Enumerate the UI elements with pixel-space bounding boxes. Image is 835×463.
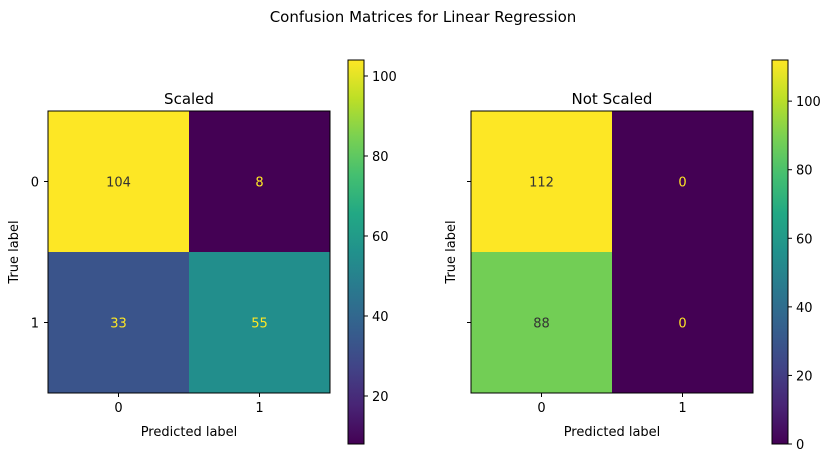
axes-title: Not Scaled <box>572 90 653 108</box>
colorbar-tick-label: 0 <box>796 438 804 453</box>
cell-r0-c1 <box>612 111 754 253</box>
colorbar <box>771 59 789 445</box>
x-axis-label: Predicted label <box>141 425 238 440</box>
x-tick-label: 1 <box>255 401 263 416</box>
colorbar-tick-label: 80 <box>372 150 389 165</box>
cell-r1-c0 <box>48 252 190 394</box>
y-tick-label: 1 <box>31 317 39 332</box>
colorbar-tick-label: 20 <box>796 369 813 384</box>
y-tick-label: 0 <box>31 176 39 191</box>
axes-title: Scaled <box>164 90 214 108</box>
x-axis-label: Predicted label <box>564 425 661 440</box>
cell-r1-c1 <box>612 252 754 394</box>
cell-r0-c0 <box>471 111 613 253</box>
axes-frame <box>47 110 331 394</box>
chart-scaled: 104 8 33 55 Scaled 0 1 Predicted label 0 1 True la… <box>7 59 397 445</box>
cell-r0-c1 <box>189 111 331 253</box>
cell-r1-c0 <box>471 252 613 394</box>
colorbar-tick-label: 20 <box>372 390 389 405</box>
colorbar-tick-label: 80 <box>796 164 813 179</box>
cell-value-r1-c1: 55 <box>251 317 268 332</box>
cell-value-r0-c1: 8 <box>255 176 263 191</box>
colorbar-tick-label: 60 <box>372 230 389 245</box>
colorbar <box>347 59 365 445</box>
x-tick-label: 0 <box>537 401 545 416</box>
y-axis-label: True label <box>7 220 22 284</box>
cell-value-r1-c0: 33 <box>110 317 127 332</box>
figure-suptitle: Confusion Matrices for Linear Regression <box>270 8 577 26</box>
chart-not-scaled: 112 0 88 0 Not Scaled 0 1 Predicted label True l… <box>444 59 821 453</box>
cell-value-r0-c0: 104 <box>106 176 131 191</box>
cell-r1-c1 <box>189 252 331 394</box>
cell-value-r0-c1: 0 <box>678 176 686 191</box>
cell-value-r0-c0: 112 <box>529 176 554 191</box>
axes-frame <box>470 110 754 394</box>
colorbar-tick-label: 100 <box>796 95 821 110</box>
colorbar-tick-label: 40 <box>372 310 389 325</box>
colorbar-tick-label: 40 <box>796 301 813 316</box>
colorbar-tick-label: 60 <box>796 232 813 247</box>
x-tick-label: 1 <box>678 401 686 416</box>
y-axis-label: True label <box>444 220 459 284</box>
cell-value-r1-c1: 0 <box>678 317 686 332</box>
cell-value-r1-c0: 88 <box>533 317 550 332</box>
x-tick-label: 0 <box>114 401 122 416</box>
colorbar-tick-label: 100 <box>372 70 397 85</box>
cell-r0-c0 <box>48 111 190 253</box>
